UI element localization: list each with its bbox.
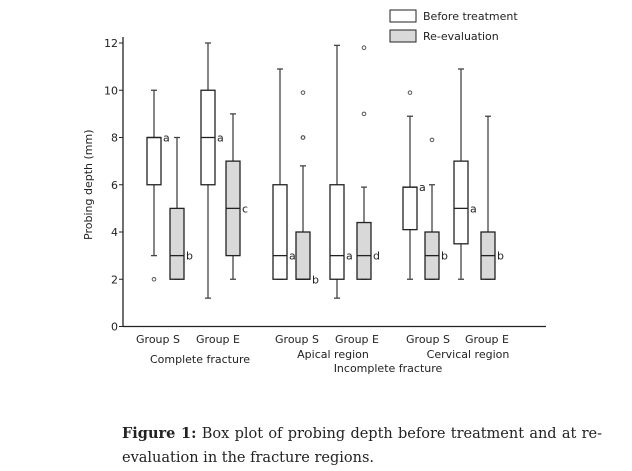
category-label: Group S	[406, 333, 450, 346]
y-tick-label: 2	[111, 273, 118, 286]
category-label: Group E	[335, 333, 379, 346]
outlier-point	[300, 135, 306, 140]
box-iqr	[329, 184, 345, 280]
y-tick-label: 12	[104, 37, 118, 50]
significance-letter: a	[419, 181, 426, 194]
box-6: b	[295, 90, 319, 286]
region-label: Apical region	[297, 348, 369, 361]
outlier-point	[300, 90, 306, 95]
category-label: Group E	[196, 333, 240, 346]
outlier-point	[151, 276, 157, 282]
category-labels: Group S Group E Group S Group E Group S Group…	[136, 333, 509, 375]
box-iqr	[402, 186, 418, 231]
y-tick-label: 10	[104, 84, 118, 97]
box-iqr	[295, 231, 311, 280]
significance-letter: a	[163, 132, 170, 145]
box-1: a	[146, 89, 170, 282]
super-group-label: Incomplete fracture	[334, 362, 443, 375]
y-axis-label: Probing depth (mm)	[82, 130, 95, 240]
box-12: b	[480, 115, 504, 280]
box-iqr	[356, 221, 372, 280]
box-9: a	[402, 90, 426, 280]
box-10: b	[424, 137, 448, 280]
significance-letter: d	[373, 250, 380, 263]
box-2: b	[169, 136, 193, 280]
region-label: Complete fracture	[150, 353, 250, 366]
box-8: d	[356, 45, 380, 280]
box-plot-chart: 0 2 4 6 8 10 12 Probing depth (mm) Before treat…	[82, 9, 546, 375]
box-iqr	[453, 160, 469, 245]
significance-letter: a	[346, 250, 353, 263]
box-iqr	[169, 207, 185, 280]
axes: 0 2 4 6 8 10 12 Probing depth (mm)	[82, 37, 546, 334]
box-3: a	[200, 42, 224, 299]
legend-label: Before treatment	[423, 10, 518, 23]
box-7: a	[329, 44, 353, 299]
significance-letter: a	[289, 250, 296, 263]
figure-caption: Figure 1: Box plot of probing depth befo…	[122, 422, 602, 470]
box-11: a	[453, 68, 477, 280]
box-iqr	[272, 184, 288, 280]
y-tick-label: 6	[111, 179, 118, 192]
region-label: Cervical region	[427, 348, 510, 361]
significance-letter: b	[312, 273, 319, 286]
significance-letter: a	[470, 202, 477, 215]
legend-label: Re-evaluation	[423, 30, 499, 43]
legend-swatch	[389, 29, 417, 43]
significance-letter: b	[497, 250, 504, 263]
category-label: Group S	[275, 333, 319, 346]
category-label: Group S	[136, 333, 180, 346]
significance-letter: b	[441, 250, 448, 263]
outlier-point	[429, 137, 435, 143]
caption-text: Box plot of probing depth before treatme…	[122, 426, 602, 466]
significance-letter: c	[242, 202, 248, 215]
significance-letter: a	[217, 132, 224, 145]
caption-label: Figure 1:	[122, 425, 197, 442]
outlier-point	[361, 45, 367, 51]
legend-swatch	[389, 9, 417, 23]
outlier-point	[407, 90, 413, 95]
box-iqr	[146, 136, 162, 186]
y-tick-label: 8	[111, 132, 118, 145]
box-5: a	[272, 68, 296, 280]
box-4: c	[225, 113, 248, 280]
category-label: Group E	[465, 333, 509, 346]
y-tick-label: 0	[111, 321, 118, 334]
boxes: a b a c a b a d a b a b	[146, 42, 504, 299]
legend: Before treatment Re-evaluation	[389, 9, 518, 43]
y-tick-label: 4	[111, 226, 118, 239]
significance-letter: b	[186, 250, 193, 263]
outlier-point	[361, 111, 367, 117]
